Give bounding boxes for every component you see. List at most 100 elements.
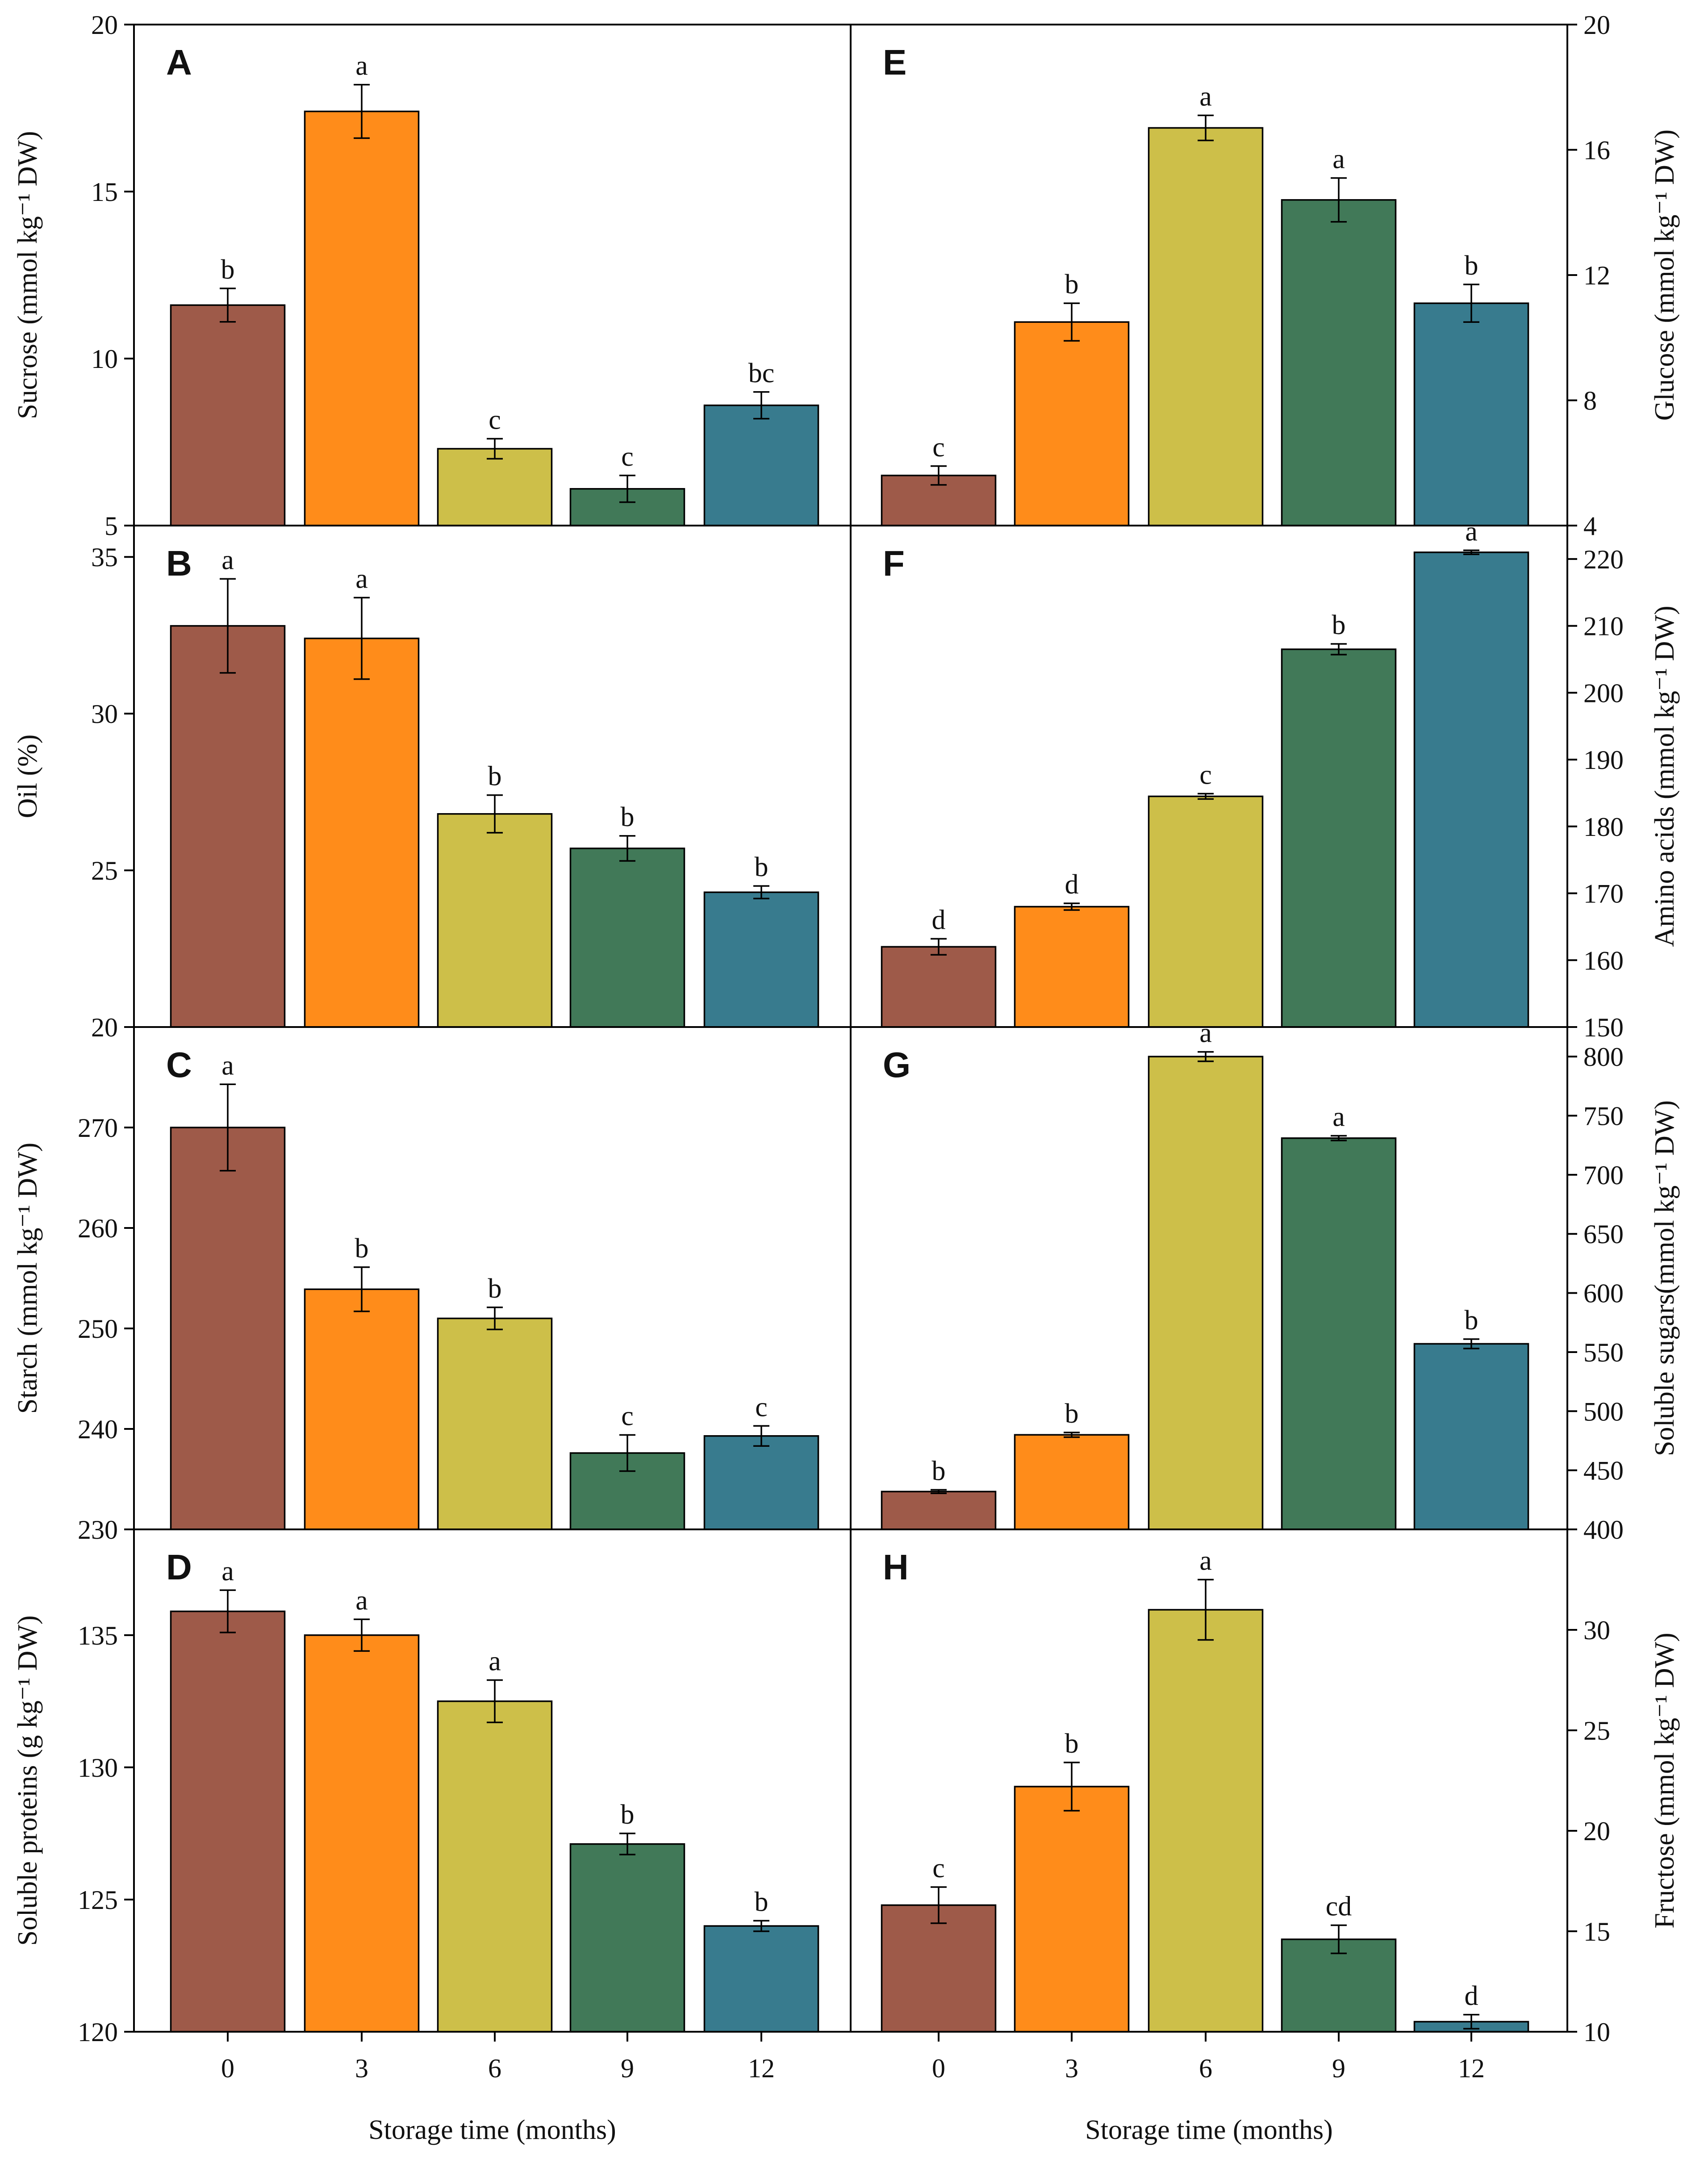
- bar-h-6: [1148, 1609, 1264, 2033]
- significance-label: b: [488, 761, 502, 792]
- y-tick-label: 600: [1583, 1279, 1624, 1308]
- bar-b-9: [569, 848, 685, 1028]
- error-bar-h-12: [1463, 2014, 1479, 2030]
- error-bar-f-9: [1331, 643, 1347, 656]
- significance-label: b: [1065, 1729, 1079, 1759]
- bar-f-6: [1148, 795, 1264, 1028]
- y-tick-label: 220: [1583, 545, 1624, 574]
- error-bar-c-6: [487, 1307, 503, 1330]
- y-tick-label: 8: [1583, 386, 1597, 416]
- y-tick-label: 135: [78, 1621, 118, 1650]
- bar-f-3: [1014, 906, 1130, 1028]
- error-bar-d-9: [619, 1833, 635, 1856]
- y-tick-label: 16: [1583, 136, 1610, 165]
- x-tick-label: 9: [1332, 2054, 1345, 2083]
- bar-c-6: [437, 1317, 553, 1530]
- panel-letter: H: [883, 1547, 909, 1587]
- y-tick-label: 700: [1583, 1161, 1624, 1190]
- error-bar-d-3: [354, 1618, 370, 1652]
- y-axis-label: Fructose (mmol kg⁻¹ DW): [1650, 1633, 1680, 1929]
- y-tick-label: 20: [1583, 10, 1610, 40]
- y-tick-label: 125: [78, 1885, 118, 1915]
- y-tick-label: 130: [78, 1753, 118, 1783]
- y-tick-label: 10: [91, 344, 118, 374]
- significance-label: b: [1065, 269, 1079, 300]
- x-tick-label: 12: [1458, 2054, 1485, 2083]
- error-bar-b-12: [753, 885, 769, 899]
- bar-a-12: [703, 404, 819, 526]
- error-bar-c-12: [753, 1425, 769, 1447]
- y-tick-label: 170: [1583, 879, 1624, 909]
- y-tick-label: 20: [91, 10, 118, 40]
- bar-e-9: [1281, 199, 1397, 526]
- error-bar-d-6: [487, 1679, 503, 1723]
- significance-label: b: [621, 1800, 635, 1830]
- y-axis-label: Soluble sugars(mmol kg⁻¹ DW): [1650, 1100, 1680, 1456]
- bar-f-12: [1413, 551, 1529, 1028]
- y-tick-label: 12: [1583, 261, 1610, 290]
- error-bar-g-0: [931, 1489, 947, 1495]
- error-bar-a-3: [354, 84, 370, 139]
- error-bar-e-6: [1198, 114, 1214, 142]
- x-tick-label: 6: [1199, 2054, 1212, 2083]
- panel-b: a a b b b 20 25 30 35 Oil (%) B: [13, 525, 852, 1042]
- error-bar-a-12: [753, 391, 769, 420]
- significance-label: b: [355, 1233, 369, 1264]
- significance-label: cd: [1326, 1892, 1352, 1922]
- bar-c-3: [304, 1288, 420, 1530]
- y-axis-label: Sucrose (mmol kg⁻¹ DW): [13, 131, 43, 419]
- significance-label: b: [1465, 251, 1478, 281]
- y-tick-label: 150: [1583, 1013, 1624, 1042]
- y-axis-label: Starch (mmol kg⁻¹ DW): [13, 1143, 43, 1414]
- error-bar-g-6: [1198, 1051, 1214, 1062]
- y-tick-label: 25: [91, 856, 118, 885]
- x-axis-label: Storage time (months): [368, 2115, 616, 2145]
- x-tick-label: 9: [621, 2054, 634, 2083]
- panel-letter: B: [166, 543, 192, 583]
- bar-c-0: [170, 1127, 286, 1530]
- significance-label: a: [1332, 144, 1345, 175]
- y-tick-label: 15: [91, 177, 118, 207]
- bar-g-12: [1413, 1343, 1529, 1530]
- x-tick-label: 3: [1065, 2054, 1078, 2083]
- error-bar-f-3: [1064, 902, 1080, 911]
- bar-f-0: [881, 946, 997, 1028]
- y-tick-label: 120: [78, 2017, 118, 2047]
- panel-a: b a c c bc 5 10 15 20 Sucrose (mmol kg⁻¹ DW) A: [13, 10, 852, 541]
- y-tick-label: 550: [1583, 1338, 1624, 1367]
- bar-b-3: [304, 637, 420, 1028]
- significance-label: b: [488, 1274, 502, 1304]
- y-tick-label: 20: [1583, 1817, 1610, 1846]
- significance-label: a: [355, 564, 368, 594]
- bar-c-12: [703, 1435, 819, 1530]
- x-tick-label: 3: [355, 2054, 368, 2083]
- error-bar-g-3: [1064, 1432, 1080, 1438]
- significance-label: a: [355, 51, 368, 81]
- significance-label: c: [932, 1853, 945, 1883]
- error-bar-a-6: [487, 438, 503, 460]
- significance-label: b: [932, 1456, 946, 1486]
- y-tick-label: 15: [1583, 1917, 1610, 1946]
- error-bar-f-6: [1198, 793, 1214, 800]
- y-tick-label: 160: [1583, 946, 1624, 975]
- bar-f-9: [1281, 648, 1397, 1028]
- bar-e-6: [1148, 127, 1264, 526]
- significance-label: c: [621, 1401, 634, 1432]
- panel-c: a b b c c 230 240 250 260 270 Starch (mmol kg⁻¹ DW…: [13, 1026, 852, 1545]
- y-tick-label: 10: [1583, 2017, 1610, 2047]
- panel-e: c b a a b 4 8 12 16 20 Glucose (mmol kg⁻¹ DW) E: [850, 10, 1680, 541]
- panel-letter: F: [883, 543, 905, 583]
- y-tick-label: 20: [91, 1013, 118, 1042]
- y-tick-label: 240: [78, 1415, 118, 1444]
- y-tick-label: 450: [1583, 1456, 1624, 1486]
- y-tick-label: 4: [1583, 511, 1597, 541]
- significance-label: b: [755, 1887, 768, 1917]
- panel-letter: E: [883, 42, 906, 82]
- error-bar-e-0: [931, 465, 947, 486]
- error-bar-e-12: [1463, 284, 1479, 323]
- significance-label: d: [1065, 869, 1079, 900]
- error-bar-e-3: [1064, 302, 1080, 342]
